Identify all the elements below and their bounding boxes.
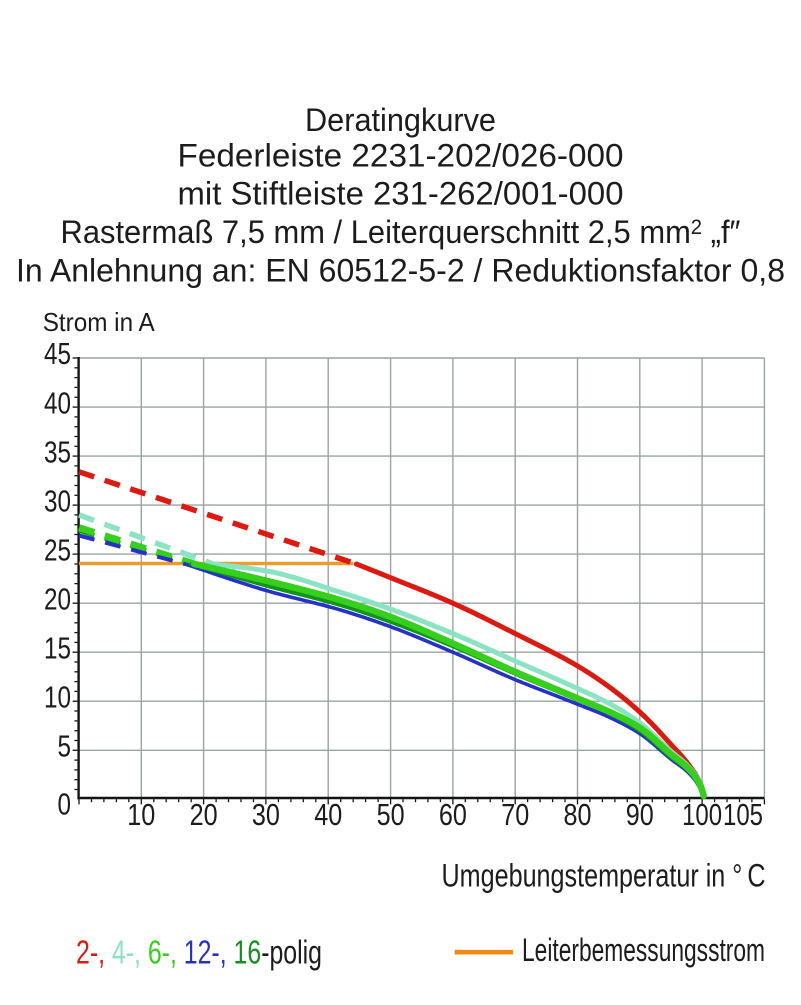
svg-text:40: 40: [314, 797, 342, 832]
svg-text:70: 70: [501, 797, 529, 832]
svg-text:Leiterbemessungsstrom: Leiterbemessungsstrom: [522, 932, 765, 968]
svg-text:20: 20: [190, 797, 218, 832]
svg-text:10: 10: [44, 679, 71, 714]
svg-text:45: 45: [44, 336, 71, 371]
svg-text:15: 15: [44, 630, 71, 665]
svg-text:90: 90: [626, 797, 654, 832]
svg-text:50: 50: [377, 797, 405, 832]
svg-text:Federleiste 2231-202/026-000: Federleiste 2231-202/026-000: [178, 138, 624, 174]
svg-text:10: 10: [127, 797, 155, 832]
svg-text:40: 40: [44, 385, 71, 420]
svg-text:20: 20: [44, 581, 71, 616]
svg-text:100: 100: [682, 797, 722, 832]
svg-text:60: 60: [439, 797, 467, 832]
svg-text:2-, 4-, 6-, 12-, 16-polig: 2-, 4-, 6-, 12-, 16-polig: [76, 934, 322, 971]
svg-text:mit Stiftleiste 231-262/001-00: mit Stiftleiste 231-262/001-000: [178, 175, 624, 211]
svg-text:30: 30: [44, 483, 71, 518]
svg-text:30: 30: [252, 797, 280, 832]
svg-text:0: 0: [58, 787, 72, 822]
svg-text:5: 5: [58, 729, 72, 764]
svg-text:Umgebungstemperatur in ° C: Umgebungstemperatur in ° C: [442, 858, 766, 894]
svg-text:80: 80: [564, 797, 592, 832]
svg-text:35: 35: [44, 434, 71, 469]
svg-text:25: 25: [44, 532, 71, 567]
svg-text:Deratingkurve: Deratingkurve: [305, 102, 496, 138]
svg-text:Rastermaß 7,5 mm / Leiterquers: Rastermaß 7,5 mm / Leiterquerschnitt 2,5…: [61, 214, 741, 250]
svg-text:Strom in A: Strom in A: [43, 307, 156, 337]
svg-text:In Anlehnung an: EN 60512-5-2: In Anlehnung an: EN 60512-5-2 / Reduktio…: [16, 252, 785, 288]
svg-text:105: 105: [723, 797, 763, 832]
